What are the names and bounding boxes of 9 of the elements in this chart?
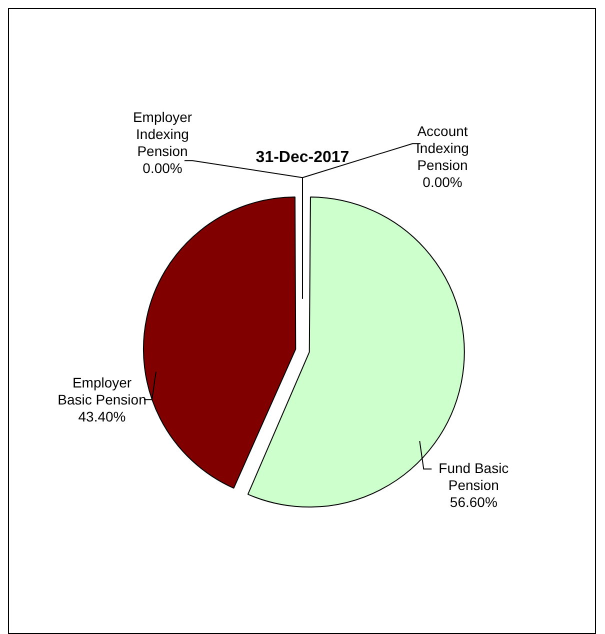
data-label: 43.40% [78, 408, 126, 424]
text: 0.00% [142, 160, 182, 176]
category-label: Employer Indexing Pension [132, 108, 192, 159]
text: 0.00% [422, 174, 462, 190]
category-label: Account Indexing Pension [416, 122, 469, 173]
slice-label: Employer Basic Pension [58, 374, 146, 408]
data-label: 56.60% [450, 494, 498, 510]
chart-title: 31-Dec-2017 [256, 149, 350, 166]
slice-label: Fund Basic Pension [438, 460, 509, 493]
